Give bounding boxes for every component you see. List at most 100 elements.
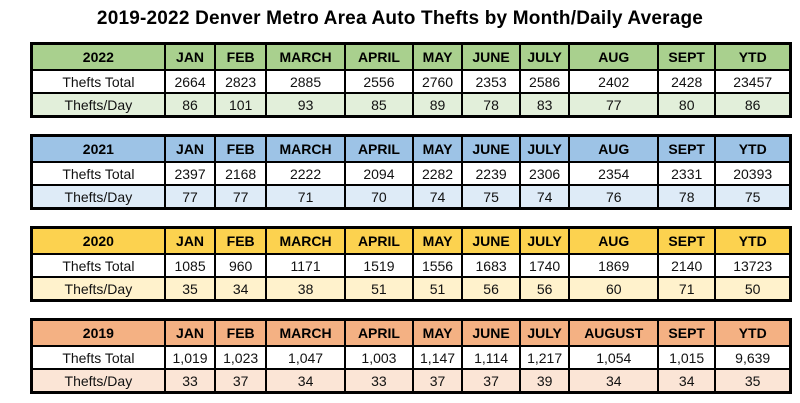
thefts-total-row: Thefts Total 1085 960 1171 1519 1556 1683 1740 1… (30, 253, 792, 278)
thefts-total-cell: 1,023 (214, 345, 267, 370)
year-table-2021: 2021 JAN FEB MARCH APRIL MAY JUNE JULY AUG SEPT YT… (30, 134, 792, 210)
thefts-total-cell: 1,147 (411, 345, 464, 370)
thefts-total-cell: 9,639 (714, 345, 792, 370)
thefts-total-cell: 2239 (461, 161, 521, 186)
thefts-per-day-row: Thefts/Day 33 37 34 33 37 37 39 34 34 35 (30, 368, 792, 394)
thefts-total-cell: 1556 (411, 253, 464, 278)
thefts-per-day-cell: 77 (214, 184, 267, 210)
thefts-total-cell: 1740 (518, 253, 571, 278)
month-header-cell: MAY (411, 226, 464, 255)
table-2022: 2022 JAN FEB MARCH APRIL MAY JUNE JULY AUG SEPT YT… (30, 42, 792, 118)
month-header-cell: SEPT (657, 42, 717, 71)
month-header-cell: JULY (518, 42, 571, 71)
month-header-cell: MARCH (264, 134, 347, 163)
thefts-per-day-cell: 78 (461, 92, 521, 118)
month-header-cell: JUNE (461, 318, 521, 347)
thefts-per-day-cell: 34 (568, 368, 660, 394)
thefts-total-cell: 2094 (344, 161, 414, 186)
thefts-total-cell: 2353 (461, 69, 521, 94)
thefts-per-day-cell: 34 (657, 368, 717, 394)
page-title: 2019-2022 Denver Metro Area Auto Thefts … (96, 8, 704, 29)
thefts-per-day-cell: 76 (568, 184, 660, 210)
thefts-per-day-cell: 86 (714, 92, 792, 118)
thefts-per-day-cell: 38 (264, 276, 347, 302)
thefts-total-cell: 23457 (714, 69, 792, 94)
thefts-total-row: Thefts Total 1,019 1,023 1,047 1,003 1,147 1,1… (30, 345, 792, 370)
thefts-per-day-cell: 74 (411, 184, 464, 210)
thefts-per-day-cell: 33 (344, 368, 414, 394)
table-2020: 2020 JAN FEB MARCH APRIL MAY JUNE JULY AUG SEPT YT… (30, 226, 792, 302)
row-label-cell: Thefts Total (30, 69, 166, 94)
month-header-cell: JAN (163, 42, 217, 71)
thefts-per-day-cell: 37 (214, 368, 267, 394)
thefts-per-day-cell: 93 (264, 92, 347, 118)
month-header-cell: YTD (714, 134, 792, 163)
thefts-per-day-cell: 56 (518, 276, 571, 302)
month-header-cell: JUNE (461, 226, 521, 255)
month-header-cell: FEB (214, 226, 267, 255)
thefts-total-cell: 1,019 (163, 345, 217, 370)
thefts-per-day-cell: 34 (214, 276, 267, 302)
thefts-per-day-cell: 89 (411, 92, 464, 118)
thefts-per-day-cell: 35 (714, 368, 792, 394)
thefts-total-cell: 1,015 (657, 345, 717, 370)
month-header-cell: JAN (163, 226, 217, 255)
thefts-total-cell: 2397 (163, 161, 217, 186)
thefts-total-cell: 1171 (264, 253, 347, 278)
row-label-cell: Thefts/Day (30, 184, 166, 210)
row-label-cell: Thefts Total (30, 253, 166, 278)
year-table-2019: 2019 JAN FEB MARCH APRIL MAY JUNE JULY AUGUST SEP… (30, 318, 792, 394)
month-header-cell: JAN (163, 318, 217, 347)
month-header-cell: MAY (411, 134, 464, 163)
row-label-cell: Thefts Total (30, 345, 166, 370)
header-row: 2019 JAN FEB MARCH APRIL MAY JUNE JULY AUGUST SEP… (30, 318, 792, 347)
header-row: 2022 JAN FEB MARCH APRIL MAY JUNE JULY AUG SEPT YT… (30, 42, 792, 71)
page: 2019-2022 Denver Metro Area Auto Thefts … (30, 8, 792, 394)
thefts-total-cell: 1,054 (568, 345, 660, 370)
month-header-cell: YTD (714, 42, 792, 71)
thefts-total-cell: 2885 (264, 69, 347, 94)
thefts-total-cell: 2428 (657, 69, 717, 94)
thefts-per-day-cell: 75 (714, 184, 792, 210)
thefts-total-cell: 2222 (264, 161, 347, 186)
thefts-per-day-cell: 37 (461, 368, 521, 394)
thefts-total-cell: 2760 (411, 69, 464, 94)
thefts-per-day-cell: 35 (163, 276, 217, 302)
thefts-total-cell: 2331 (657, 161, 717, 186)
month-header-cell: AUG (568, 42, 660, 71)
row-label-cell: Thefts/Day (30, 92, 166, 118)
thefts-per-day-cell: 51 (411, 276, 464, 302)
thefts-total-cell: 2168 (214, 161, 267, 186)
month-header-cell: MARCH (264, 42, 347, 71)
thefts-per-day-cell: 80 (657, 92, 717, 118)
thefts-total-cell: 1683 (461, 253, 521, 278)
year-table-2022: 2022 JAN FEB MARCH APRIL MAY JUNE JULY AUG SEPT YT… (30, 42, 792, 118)
month-header-cell: YTD (714, 226, 792, 255)
row-label-cell: Thefts Total (30, 161, 166, 186)
month-header-cell: AUGUST (568, 318, 660, 347)
month-header-cell: JUNE (461, 134, 521, 163)
thefts-per-day-cell: 60 (568, 276, 660, 302)
thefts-per-day-cell: 74 (518, 184, 571, 210)
thefts-per-day-cell: 77 (568, 92, 660, 118)
thefts-total-cell: 2282 (411, 161, 464, 186)
thefts-per-day-cell: 33 (163, 368, 217, 394)
thefts-per-day-cell: 86 (163, 92, 217, 118)
year-cell: 2019 (30, 318, 166, 347)
thefts-total-cell: 960 (214, 253, 267, 278)
thefts-total-cell: 2556 (344, 69, 414, 94)
thefts-per-day-cell: 37 (411, 368, 464, 394)
month-header-cell: MARCH (264, 318, 347, 347)
month-header-cell: JULY (518, 134, 571, 163)
month-header-cell: FEB (214, 42, 267, 71)
thefts-per-day-cell: 39 (518, 368, 571, 394)
thefts-total-cell: 1,003 (344, 345, 414, 370)
thefts-per-day-row: Thefts/Day 86 101 93 85 89 78 83 77 80 86 (30, 92, 792, 118)
thefts-total-cell: 1,217 (518, 345, 571, 370)
month-header-cell: AUG (568, 226, 660, 255)
thefts-per-day-cell: 83 (518, 92, 571, 118)
thefts-total-cell: 1085 (163, 253, 217, 278)
year-table-2020: 2020 JAN FEB MARCH APRIL MAY JUNE JULY AUG SEPT YT… (30, 226, 792, 302)
row-label-cell: Thefts/Day (30, 276, 166, 302)
thefts-total-cell: 2586 (518, 69, 571, 94)
